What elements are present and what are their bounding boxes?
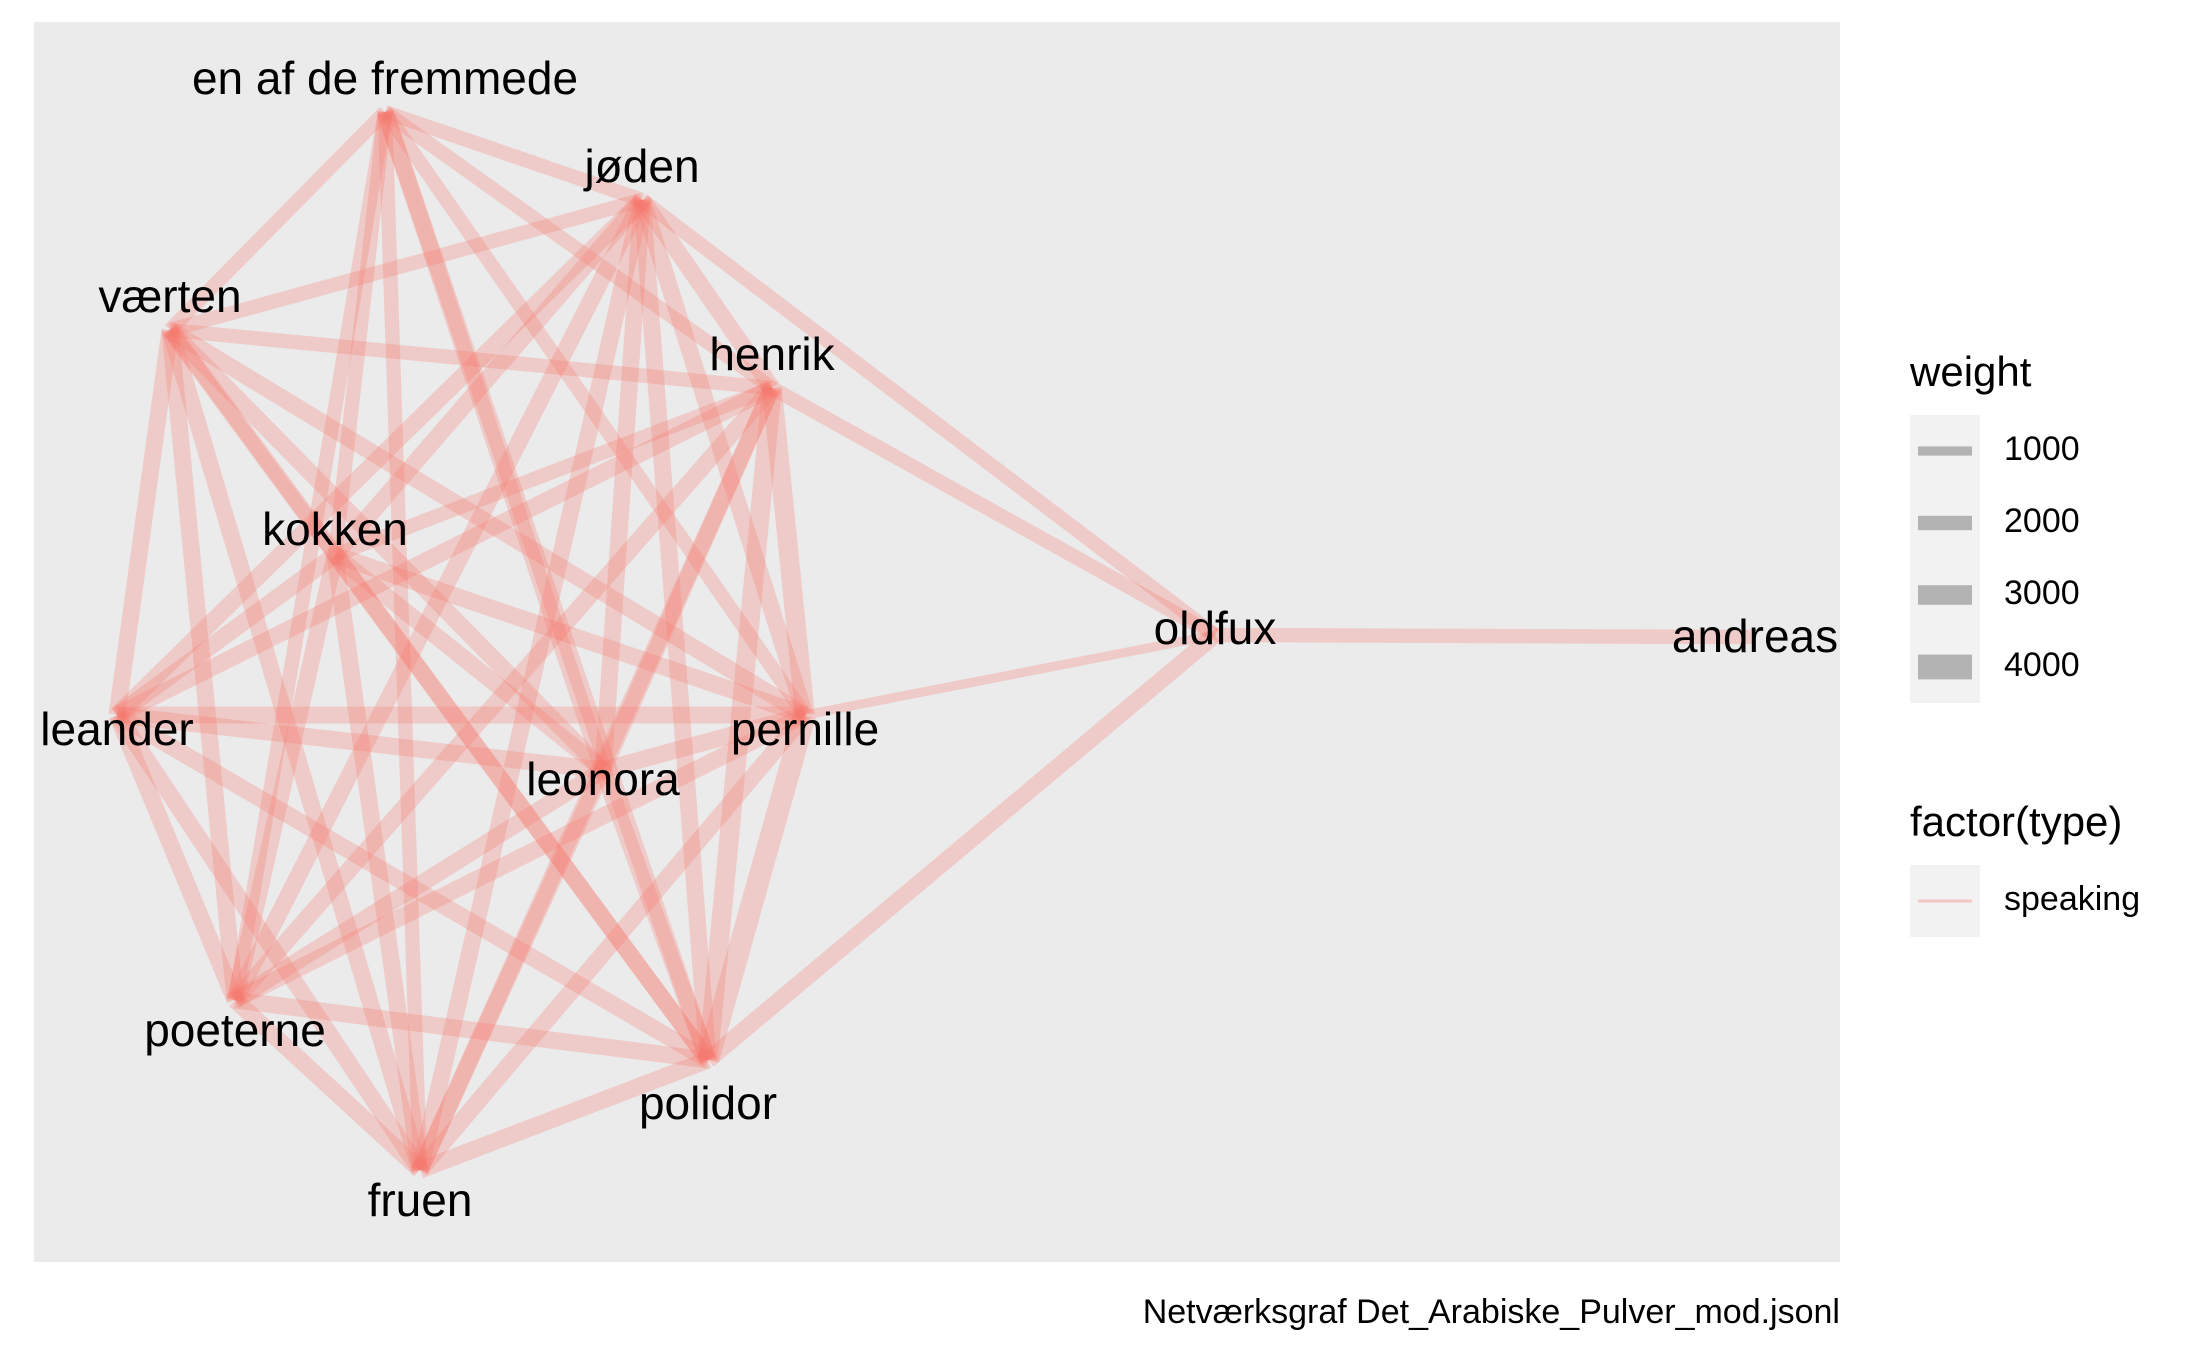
edge-leonora-polidor — [595, 767, 716, 1063]
edge-kokken-pernille — [332, 546, 808, 724]
edge-en-af-de-fremmede-pernille — [379, 107, 811, 720]
edge-en-af-de-fremmede-v-rten — [164, 106, 391, 336]
edge-en-af-de-fremmede-leonora — [376, 109, 612, 773]
node-label-henrik: henrik — [709, 328, 835, 380]
edge-jøden-poeterne — [227, 196, 650, 1004]
node-label-leander: leander — [40, 703, 193, 755]
edge-v-rten-polidor — [163, 324, 715, 1066]
edge-en-af-de-fremmede-jøden — [382, 105, 645, 207]
legend: weight 1000 2000 3000 4000 factor(type) spe… — [1909, 348, 2140, 937]
edge-henrik-fruen — [412, 384, 780, 1174]
edge-jøden-fruen — [411, 198, 651, 1172]
edge-pernille-poeterne — [231, 707, 809, 1008]
edge-en-af-de-fremmede-fruen — [377, 111, 428, 1171]
legend-weight-title: weight — [1909, 348, 2032, 395]
legend-type-label: speaking — [2004, 880, 2140, 918]
legend-weight-keys: 1000 2000 3000 4000 — [1910, 415, 2080, 703]
node-label-kokken: kokken — [262, 503, 408, 555]
node-label-fruen: fruen — [368, 1174, 473, 1226]
legend-type-title: factor(type) — [1910, 798, 2122, 845]
edge-kokken-fruen — [326, 553, 429, 1172]
chart-caption: Netværksgraf Det_Arabiske_Pulver_mod.jso… — [1143, 1293, 1840, 1331]
edge-kokken-poeterne — [226, 553, 344, 1002]
edge-henrik-kokken — [332, 381, 775, 562]
edge-poeterne-fruen — [229, 993, 426, 1177]
legend-weight-swatch — [1918, 446, 1972, 456]
edge-henrik-leonora — [595, 384, 780, 774]
edge-kokken-leander — [111, 548, 341, 722]
edge-jøden-v-rten — [168, 193, 644, 337]
edge-en-af-de-fremmede-polidor — [376, 109, 717, 1063]
legend-weight-label: 1000 — [2004, 430, 2080, 468]
legend-weight-label: 3000 — [2004, 574, 2080, 612]
edge-v-rten-henrik — [169, 322, 773, 396]
edge-kokken-leonora — [329, 548, 609, 777]
edge-pernille-fruen — [413, 709, 812, 1176]
edge-henrik-polidor — [698, 387, 782, 1061]
edge-henrik-pernille — [762, 387, 815, 716]
legend-weight-swatch — [1918, 654, 1972, 680]
edge-pernille-leonora — [600, 706, 808, 779]
legend-type-keys: speaking — [1910, 865, 2140, 937]
edge-oldfux-pernille — [804, 630, 1216, 720]
edge-v-rten-leander — [108, 328, 179, 717]
edge-polidor-fruen — [416, 1052, 712, 1178]
edge-henrik-leander — [113, 380, 776, 723]
edge-henrik-poeterne — [228, 382, 779, 1006]
legend-weight-label: 4000 — [2004, 646, 2080, 684]
edge-leonora-poeterne — [230, 762, 608, 1008]
node-label-oldfux: oldfux — [1154, 602, 1277, 654]
edge-en-af-de-fremmede-kokken — [327, 111, 393, 556]
node-label-pernille: pernille — [731, 703, 879, 755]
edge-leander-polidor — [112, 707, 713, 1068]
edge-oldfux-polidor — [702, 628, 1221, 1067]
edge-leonora-fruen — [412, 766, 611, 1174]
node-label-poeterne: poeterne — [144, 1004, 326, 1056]
node-label-en-af-de-fremmede: en af de fremmede — [192, 52, 578, 104]
edge-jøden-kokken — [328, 194, 649, 561]
edge-v-rten-pernille — [165, 322, 810, 723]
node-label-andreas: andreas — [1672, 610, 1838, 662]
edge-v-rten-poeterne — [161, 329, 244, 1001]
node-label-jøden: jøden — [582, 140, 699, 192]
edge-pernille-polidor — [697, 711, 816, 1064]
edge-jøden-leonora — [594, 199, 651, 771]
legend-type-key-bg — [1910, 865, 1980, 937]
edge-kokken-polidor — [328, 549, 715, 1066]
edge-en-af-de-fremmede-henrik — [380, 106, 777, 394]
plot-panel — [34, 22, 1840, 1262]
node-label-leonora: leonora — [526, 753, 680, 805]
edge-poeterne-polidor — [233, 991, 710, 1069]
legend-weight-swatch — [1918, 515, 1972, 531]
node-label-polidor: polidor — [639, 1077, 777, 1129]
edge-oldfux-andreas — [1214, 627, 1756, 645]
edge-jøden-leander — [111, 193, 648, 722]
edge-jøden-polidor — [633, 199, 717, 1061]
edge-v-rten-kokken — [164, 325, 341, 560]
edge-leander-poeterne — [109, 711, 243, 1004]
edge-en-af-de-fremmede-poeterne — [227, 110, 393, 1002]
legend-weight-swatch — [1918, 585, 1972, 605]
edge-jøden-pernille — [633, 197, 814, 718]
legend-weight-label: 2000 — [2004, 502, 2080, 540]
edge-v-rten-fruen — [161, 327, 429, 1173]
edge-henrik-oldfux — [768, 381, 1219, 642]
edge-leander-fruen — [109, 710, 428, 1175]
edge-layer — [108, 105, 1756, 1178]
edge-jøden-henrik — [635, 195, 779, 393]
edge-jøden-oldfux — [637, 194, 1220, 641]
edge-leander-leonora — [116, 706, 604, 779]
node-label-v-rten: værten — [98, 270, 241, 322]
edge-v-rten-leonora — [163, 324, 610, 776]
